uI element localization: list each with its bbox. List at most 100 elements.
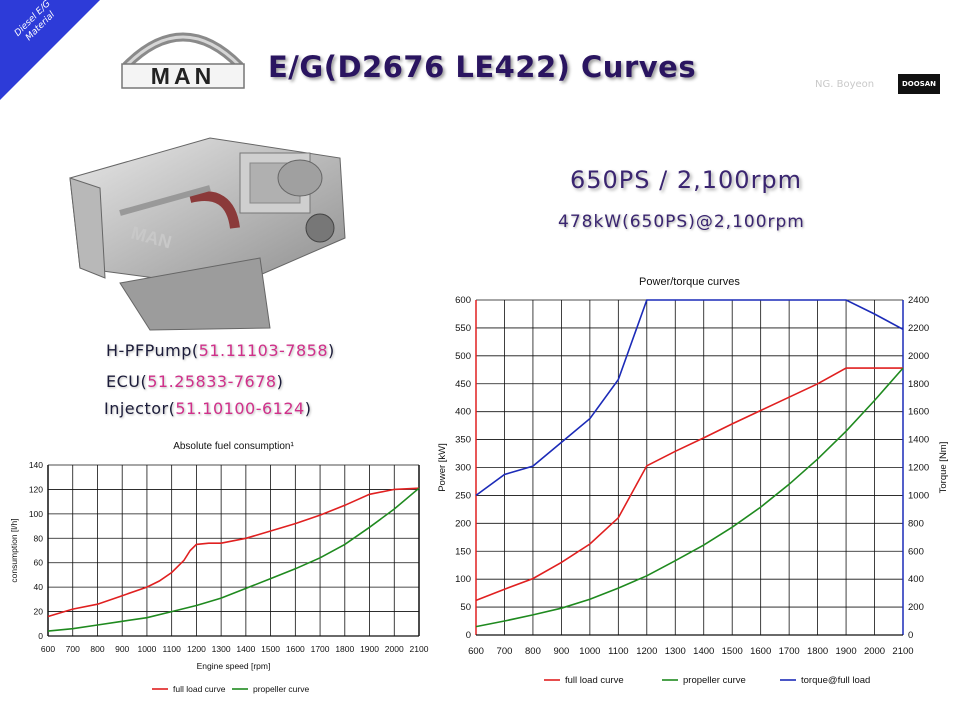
- y-tick-label: 120: [29, 484, 43, 494]
- part-ecu: ECU(51.25833-7678): [106, 372, 284, 391]
- y-tick-label: 60: [34, 558, 44, 568]
- part-number: 51.25833-7678: [147, 372, 277, 391]
- y-tick-label: 0: [38, 631, 43, 641]
- y-tick-label: 500: [455, 351, 471, 362]
- y-tick-label: 0: [466, 630, 471, 641]
- y2-tick-label: 200: [908, 602, 924, 613]
- y-tick-label: 550: [455, 323, 471, 334]
- series-line-full-load-curve: [475, 367, 903, 602]
- x-tick-label: 1400: [236, 644, 255, 654]
- x-tick-label: 1900: [360, 644, 379, 654]
- x-tick-label: 700: [66, 644, 80, 654]
- y2-tick-label: 1000: [908, 490, 929, 501]
- y-tick-label: 100: [455, 574, 471, 585]
- x-tick-label: 800: [525, 646, 541, 657]
- y2-tick-label: 600: [908, 546, 924, 557]
- part-number: 51.11103-7858: [198, 341, 328, 360]
- y-tick-label: 200: [455, 518, 471, 529]
- x-tick-label: 1700: [311, 644, 330, 654]
- x-tick-label: 1400: [693, 646, 714, 657]
- x-tick-label: 1100: [163, 644, 182, 654]
- x-tick-label: 1300: [665, 646, 686, 657]
- x-tick-label: 1800: [335, 644, 354, 654]
- part-name: Injector: [104, 399, 169, 418]
- legend-label: propeller curve: [253, 684, 309, 694]
- x-tick-label: 600: [41, 644, 55, 654]
- y-tick-label: 400: [455, 407, 471, 418]
- y-tick-label: 350: [455, 435, 471, 446]
- chart-title: Power/torque curves: [639, 276, 740, 288]
- y2-tick-label: 2200: [908, 323, 929, 334]
- x-tick-label: 2100: [410, 644, 429, 654]
- y2-tick-label: 1200: [908, 463, 929, 474]
- series-line-torque-full-load: [475, 299, 904, 497]
- x-tick-label: 2100: [892, 646, 913, 657]
- part-name: H-PFPump: [106, 341, 192, 360]
- author-label: NG. Boyeon: [815, 79, 875, 90]
- y2-tick-label: 1800: [908, 379, 929, 390]
- legend-label: full load curve: [565, 675, 624, 686]
- part-name: ECU: [106, 372, 141, 391]
- y2-tick-label: 2400: [908, 295, 929, 306]
- legend-label: full load curve: [173, 684, 226, 694]
- y-axis-label: Power [kW]: [437, 443, 448, 492]
- part-injector: Injector(51.10100-6124): [104, 399, 312, 418]
- part-number: 51.10100-6124: [175, 399, 305, 418]
- y-tick-label: 600: [455, 295, 471, 306]
- x-tick-label: 2000: [385, 644, 404, 654]
- x-tick-label: 1000: [137, 644, 156, 654]
- doosan-logo: DOOSAN: [898, 74, 940, 94]
- x-tick-label: 1000: [579, 646, 600, 657]
- rating-sub: 478kW(650PS)@2,100rpm: [558, 212, 805, 232]
- y2-tick-label: 800: [908, 518, 924, 529]
- y2-tick-label: 0: [908, 630, 913, 641]
- y2-tick-label: 400: [908, 574, 924, 585]
- rating-main: 650PS / 2,100rpm: [570, 166, 803, 194]
- y2-tick-label: 2000: [908, 351, 929, 362]
- y-tick-label: 40: [34, 582, 44, 592]
- x-tick-label: 1300: [212, 644, 231, 654]
- x-tick-label: 1600: [286, 644, 305, 654]
- x-tick-label: 900: [553, 646, 569, 657]
- legend-label: torque@full load: [801, 675, 870, 686]
- y-tick-label: 150: [455, 546, 471, 557]
- x-tick-label: 1200: [187, 644, 206, 654]
- y-tick-label: 50: [460, 602, 471, 613]
- x-tick-label: 1100: [608, 646, 628, 657]
- x-tick-label: 2000: [864, 646, 885, 657]
- x-tick-label: 900: [115, 644, 129, 654]
- x-tick-label: 1500: [722, 646, 743, 657]
- x-tick-label: 600: [468, 646, 484, 657]
- man-logo-text: MAN: [151, 63, 215, 89]
- y-tick-label: 300: [455, 463, 471, 474]
- part-hpf-pump: H-PFPump(51.11103-7858): [106, 341, 335, 360]
- y-tick-label: 250: [455, 490, 471, 501]
- y2-tick-label: 1600: [908, 407, 929, 418]
- x-tick-label: 800: [90, 644, 104, 654]
- x-tick-label: 1900: [835, 646, 856, 657]
- y-tick-label: 140: [29, 460, 43, 470]
- series-line-propeller-curve: [47, 487, 420, 632]
- engine-illustration: MAN: [69, 137, 346, 331]
- y-tick-label: 450: [455, 379, 471, 390]
- x-tick-label: 1700: [779, 646, 800, 657]
- chart-title: Absolute fuel consumption¹: [173, 441, 294, 452]
- y-tick-label: 100: [29, 509, 43, 519]
- corner-banner: [0, 0, 100, 100]
- y-tick-label: 80: [34, 533, 44, 543]
- x-tick-label: 1600: [750, 646, 771, 657]
- page-title: E/G(D2676 LE422) Curves: [268, 50, 697, 84]
- legend-label: propeller curve: [683, 675, 746, 686]
- x-tick-label: 1500: [261, 644, 280, 654]
- y-tick-label: 20: [34, 607, 44, 617]
- series-line-propeller-curve: [475, 367, 904, 628]
- series-line-full-load-curve: [47, 487, 420, 618]
- x-tick-label: 1800: [807, 646, 828, 657]
- y2-axis-label: Torque [Nm]: [938, 442, 949, 494]
- y2-tick-label: 1400: [908, 435, 929, 446]
- x-tick-label: 1200: [636, 646, 657, 657]
- y-axis-label: consumption [l/h]: [9, 518, 19, 582]
- x-tick-label: 700: [497, 646, 513, 657]
